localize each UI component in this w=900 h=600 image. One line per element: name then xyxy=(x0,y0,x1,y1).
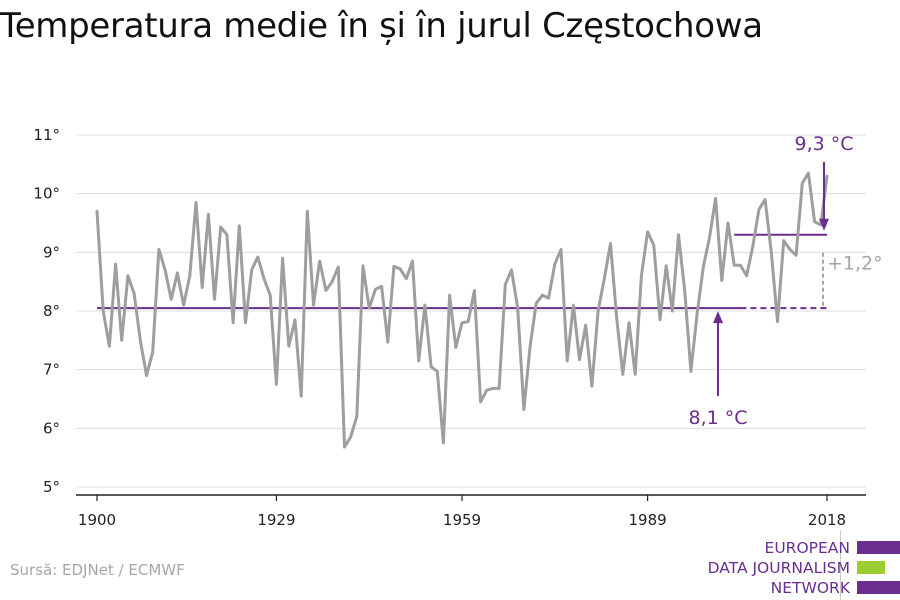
logo-divider xyxy=(840,530,841,600)
y-tick-label: 7° xyxy=(43,361,60,379)
x-axis: 1900 1929 1959 1989 2018 xyxy=(76,494,866,529)
arrow-up-icon xyxy=(713,311,723,324)
edjnet-logo: EUROPEAN DATA JOURNALISM NETWORK xyxy=(700,530,900,600)
annotations: +1,2° 8,1 °C 9,3 °C xyxy=(688,133,882,429)
y-tick-label: 11° xyxy=(33,126,60,144)
reference-lines xyxy=(97,233,827,310)
y-tick-label: 8° xyxy=(43,302,60,320)
chart-title: Temperatura medie în și în jurul Częstoc… xyxy=(0,6,763,46)
y-tick-label: 9° xyxy=(43,243,60,261)
x-tick-label: 1959 xyxy=(443,511,481,529)
grid-lines xyxy=(76,134,866,488)
baseline-average-label: 8,1 °C xyxy=(688,407,747,429)
difference-label: +1,2° xyxy=(827,252,883,274)
x-tick-label: 1989 xyxy=(628,511,666,529)
arrow-down-icon xyxy=(819,218,829,231)
x-tick-label: 1900 xyxy=(78,511,116,529)
logo-bar-purple-top xyxy=(857,541,900,554)
logo-line-2: DATA JOURNALISM xyxy=(707,559,850,577)
x-tick-label: 2018 xyxy=(808,511,846,529)
x-tick-label: 1929 xyxy=(257,511,295,529)
y-tick-label: 6° xyxy=(43,419,60,437)
logo-line-1: EUROPEAN xyxy=(764,539,850,557)
y-tick-label: 5° xyxy=(43,478,60,496)
y-axis-ticks: 5° 6° 7° 8° 9° 10° 11° xyxy=(33,126,60,496)
logo-line-3: NETWORK xyxy=(770,579,850,597)
logo-bar-purple-bottom xyxy=(857,581,900,594)
source-note: Sursă: EDJNet / ECMWF xyxy=(10,561,185,579)
y-tick-label: 10° xyxy=(33,185,60,203)
temperature-series-line xyxy=(95,171,829,449)
logo-bar-green xyxy=(857,561,885,574)
recent-average-label: 9,3 °C xyxy=(794,133,853,155)
